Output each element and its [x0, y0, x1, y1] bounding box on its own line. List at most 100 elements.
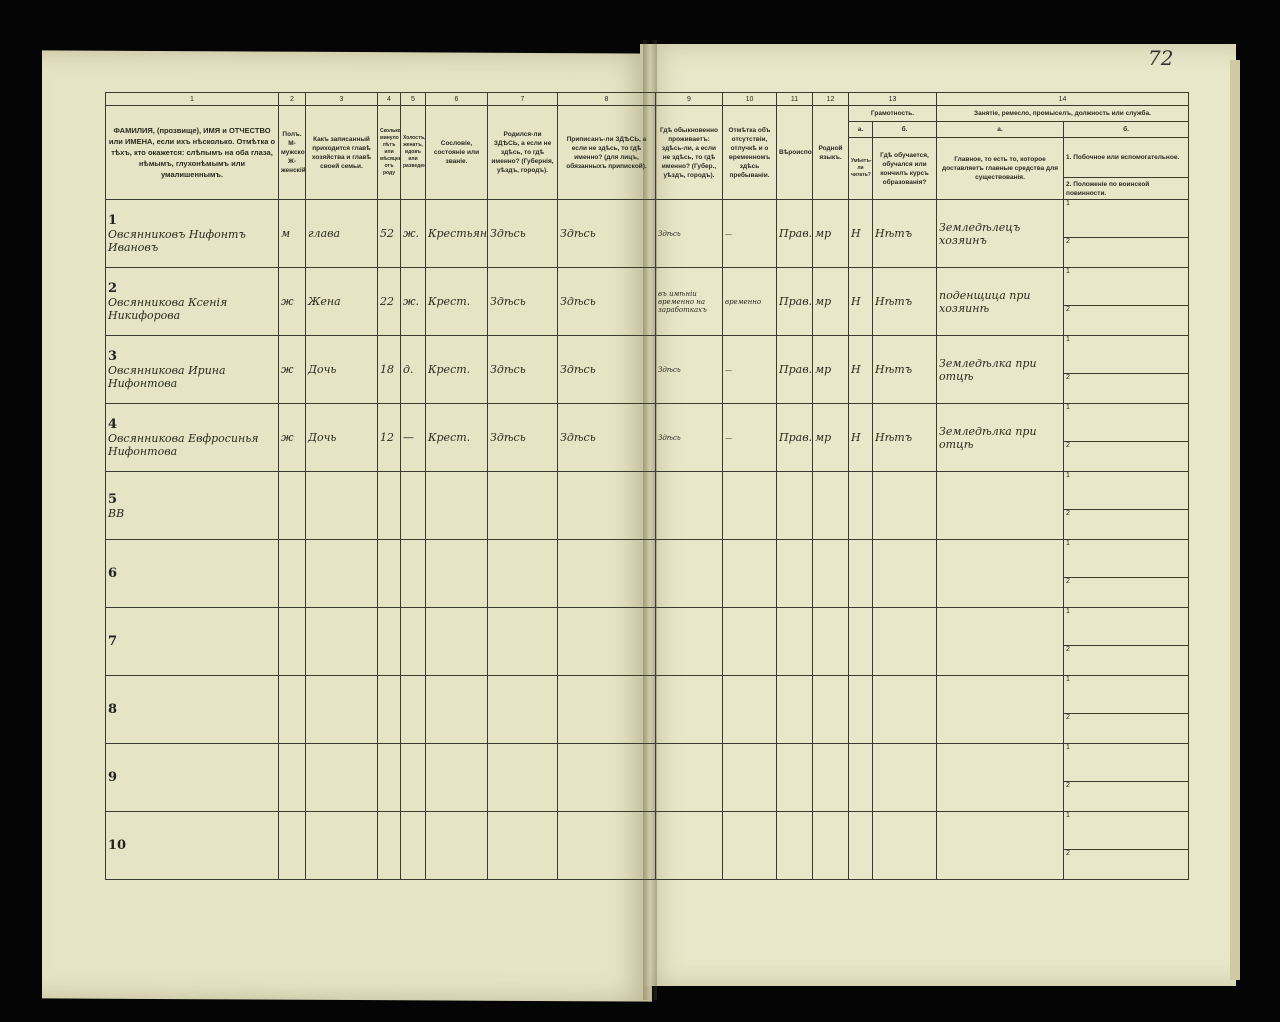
- absence-note-cell: —: [722, 335, 777, 404]
- header-name: ФАМИЛИЯ, (прозвище), ИМЯ и ОТЧЕСТВО или …: [105, 105, 279, 200]
- col-number: 14: [936, 92, 1190, 106]
- row-number: 9: [108, 770, 118, 785]
- relation-cell: Жена: [305, 267, 378, 336]
- person-name: ВВ: [108, 506, 125, 520]
- marital-status-cell: [400, 607, 426, 676]
- side-occupation-cell: 1: [1063, 403, 1190, 442]
- religion-cell: [776, 471, 813, 540]
- age-cell: 18: [377, 335, 401, 404]
- main-occupation-cell: [936, 811, 1065, 880]
- registered-place-cell: [557, 607, 656, 676]
- age-cell: [377, 607, 401, 676]
- page-edges: [1230, 60, 1240, 980]
- estate-cell: [425, 811, 488, 880]
- person-row: 1 Овсянниковъ Нифонтъ Ивановъ м глава 52 ж. Кр…: [105, 199, 1190, 268]
- age-cell: 52: [377, 199, 401, 268]
- header-residence: Гдѣ обыкновенно проживаетъ: здѣсь-ли, а …: [655, 105, 723, 200]
- native-language-cell: [812, 607, 849, 676]
- row-number: 1: [108, 213, 118, 228]
- relation-cell: Дочь: [305, 335, 378, 404]
- col-number: 4: [377, 92, 401, 106]
- header-absence: Отмѣтка объ отсутствіи, отлучкѣ и о врем…: [722, 105, 777, 200]
- residence-cell: [655, 471, 723, 540]
- marital-status-cell: [400, 675, 426, 744]
- row-number: 4: [108, 417, 118, 432]
- marital-status-cell: д.: [400, 335, 426, 404]
- name-cell: 10: [105, 811, 279, 880]
- education-cell: Нѣтъ: [871, 267, 938, 336]
- age-cell: [377, 811, 401, 880]
- person-row: 3 Овсянникова Ирина Нифонтова ж Дочь 18 д. Кре…: [105, 335, 1190, 404]
- name-cell: 8: [105, 675, 279, 744]
- birthplace-cell: [487, 811, 558, 880]
- registered-place-cell: [557, 811, 656, 880]
- religion-cell: [776, 675, 813, 744]
- education-cell: Нѣтъ: [871, 403, 938, 472]
- can-read-cell: Н: [848, 403, 873, 472]
- military-status-cell: 2: [1063, 713, 1190, 744]
- header-14a-letter: а.: [936, 121, 1065, 138]
- education-cell: [871, 743, 938, 812]
- main-occupation-cell: Земледѣлка при отцѣ: [936, 335, 1065, 404]
- residence-cell: [655, 743, 723, 812]
- col-number: 5: [400, 92, 426, 106]
- estate-cell: Крестьянинъ: [425, 199, 488, 268]
- sex-cell: [278, 811, 306, 880]
- education-cell: [871, 675, 938, 744]
- estate-cell: [425, 743, 488, 812]
- registered-place-cell: Здѣсь: [557, 267, 656, 336]
- header-registered: Приписанъ-ли ЗДѢСЬ, а если не здѣсь, то …: [557, 105, 656, 200]
- residence-cell: [655, 811, 723, 880]
- side-occupation-cell: 1: [1063, 811, 1190, 850]
- person-name: Овсянникова Евфросинья Нифонтова: [108, 432, 259, 458]
- can-read-cell: [848, 471, 873, 540]
- sex-cell: ж: [278, 267, 306, 336]
- col-number: 9: [655, 92, 723, 106]
- age-cell: [377, 471, 401, 540]
- native-language-cell: [812, 675, 849, 744]
- person-row: 2 Овсянникова Ксенія Никифорова ж Жена 22 ж. К…: [105, 267, 1190, 336]
- marital-status-cell: [400, 471, 426, 540]
- native-language-cell: мр: [812, 199, 849, 268]
- estate-cell: Крест.: [425, 335, 488, 404]
- name-cell: 6: [105, 539, 279, 608]
- birthplace-cell: [487, 743, 558, 812]
- person-name: Овсянниковъ Нифонтъ Ивановъ: [108, 228, 246, 254]
- absence-note-cell: [722, 811, 777, 880]
- header-main-occupation: Главное, то есть то, которое доставляетъ…: [936, 137, 1065, 200]
- col-number: 8: [557, 92, 656, 106]
- birthplace-cell: [487, 675, 558, 744]
- native-language-cell: мр: [812, 267, 849, 336]
- header-age: Сколько минуло лѣтъ или мѣсяцевъ отъ род…: [377, 105, 401, 200]
- education-cell: [871, 539, 938, 608]
- absence-note-cell: —: [722, 403, 777, 472]
- marital-status-cell: —: [400, 403, 426, 472]
- estate-cell: Крест.: [425, 403, 488, 472]
- relation-cell: [305, 743, 378, 812]
- birthplace-cell: Здѣсь: [487, 267, 558, 336]
- sex-cell: м: [278, 199, 306, 268]
- age-cell: [377, 743, 401, 812]
- header-birthplace: Родился-ли ЗДѢСЬ, а если не здѣсь, то гд…: [487, 105, 558, 200]
- col-number: 13: [847, 92, 938, 106]
- relation-cell: [305, 539, 378, 608]
- col-number: 12: [812, 92, 849, 106]
- residence-cell: [655, 539, 723, 608]
- native-language-cell: [812, 811, 849, 880]
- main-occupation-cell: [936, 471, 1065, 540]
- birthplace-cell: Здѣсь: [487, 403, 558, 472]
- marital-status-cell: [400, 811, 426, 880]
- residence-cell: Здѣсь: [655, 403, 723, 472]
- registered-place-cell: Здѣсь: [557, 403, 656, 472]
- estate-cell: [425, 539, 488, 608]
- person-row: 4 Овсянникова Евфросинья Нифонтова ж Дочь 12…: [105, 403, 1190, 472]
- header-literacy: Грамотность.: [847, 105, 938, 122]
- person-name: Овсянникова Ксенія Никифорова: [108, 296, 228, 322]
- name-cell: 1 Овсянниковъ Нифонтъ Ивановъ: [105, 199, 279, 268]
- religion-cell: [776, 607, 813, 676]
- religion-cell: [776, 811, 813, 880]
- side-occupation-cell: 1: [1063, 675, 1190, 714]
- name-cell: 9: [105, 743, 279, 812]
- absence-note-cell: [722, 471, 777, 540]
- sex-cell: ж: [278, 335, 306, 404]
